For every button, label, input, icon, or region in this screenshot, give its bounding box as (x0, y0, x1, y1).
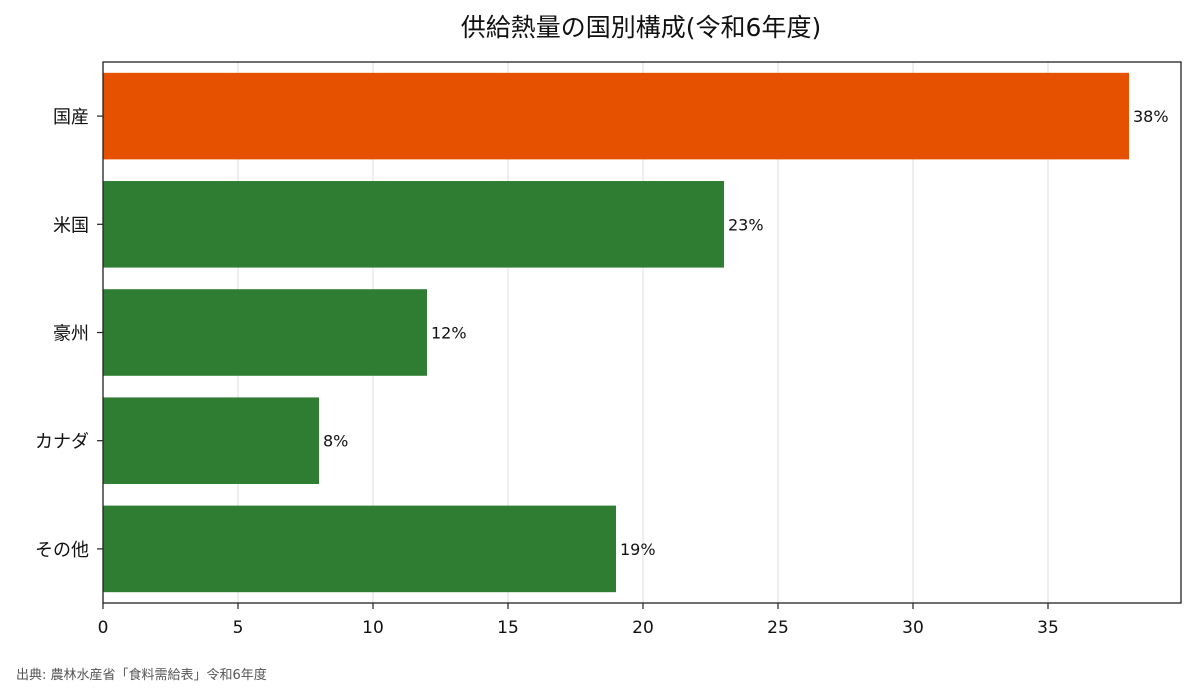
data-label: 38% (1133, 107, 1169, 126)
y-tick-label: 豪州 (53, 324, 89, 345)
x-tick-label: 5 (233, 618, 244, 638)
bar (103, 72, 1129, 160)
x-tick-label: 25 (767, 618, 789, 638)
x-tick-label: 15 (497, 618, 519, 638)
data-label: 12% (431, 324, 467, 343)
y-tick-label: 米国 (53, 215, 89, 236)
x-tick-label: 30 (902, 618, 924, 638)
bar (103, 289, 427, 376)
y-tick-label: その他 (35, 540, 89, 561)
y-tick-label: カナダ (35, 432, 89, 453)
bar (103, 397, 319, 484)
x-tick-label: 35 (1037, 618, 1059, 638)
bar (103, 181, 724, 268)
bar (103, 505, 616, 593)
data-labels: 38% 23% 12% 8% 19% (323, 107, 1169, 559)
plot-frame (102, 61, 1182, 604)
data-label: 19% (620, 540, 656, 559)
x-tick-label: 0 (98, 618, 109, 638)
x-tick-label: 10 (362, 618, 384, 638)
data-label: 8% (323, 432, 348, 451)
chart-title: 供給熱量の国別構成(令和6年度) (461, 13, 821, 42)
x-tick-label: 20 (632, 618, 654, 638)
bars (103, 72, 1129, 593)
source-note: 出典: 農林水産省「食料需給表」令和6年度 (16, 668, 267, 683)
data-label: 23% (728, 215, 764, 234)
y-tick-label: 国産 (53, 107, 89, 128)
x-axis: 0 5 10 15 20 25 30 35 (98, 603, 1059, 638)
